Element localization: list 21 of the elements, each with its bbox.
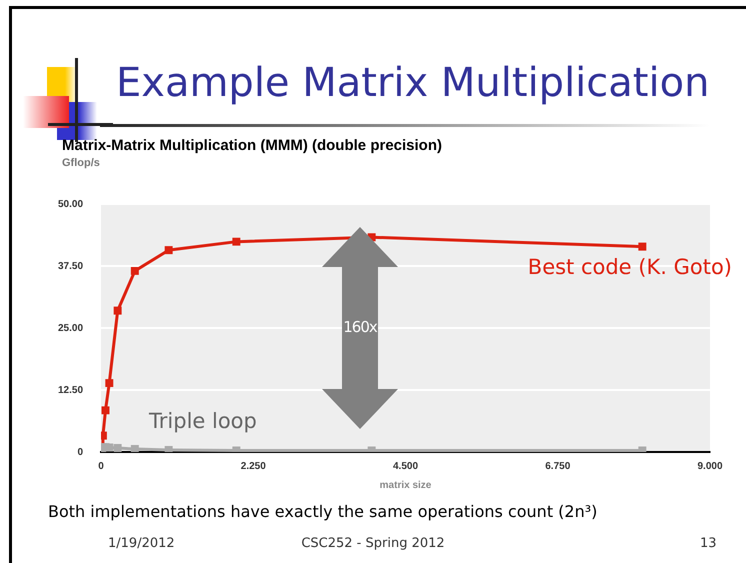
text: 13 [700, 536, 717, 551]
text: Both implementations have exactly the same operations count (2n³) [48, 502, 598, 521]
chart-subtitle: Matrix-Matrix Multiplication (MMM) (double precision) [62, 137, 442, 154]
x-tick-label: 4.500 [392, 460, 418, 472]
series-label: Best code (K. Goto) [528, 255, 732, 280]
x-axis-title: matrix size [380, 480, 432, 491]
x-tick-label: 9.000 [697, 460, 723, 472]
x-tick-label: 0 [98, 460, 104, 472]
chart-title: Example Matrix Multiplication [116, 60, 710, 106]
x-tick-label: 2.250 [240, 460, 266, 472]
text: 1/19/2012 [108, 536, 175, 551]
y-tick-label: 50.00 [58, 198, 84, 210]
y-axis-title: Gflop/s [62, 157, 100, 169]
text: CSC252 - Spring 2012 [301, 536, 445, 551]
annotation: 160x [342, 318, 378, 336]
y-tick-label: 25.00 [58, 322, 84, 334]
y-tick-label: 37.50 [58, 260, 84, 272]
y-tick-label: 12.50 [58, 384, 84, 396]
y-tick-label: 0 [77, 446, 84, 458]
series-label: Triple loop [148, 408, 257, 433]
x-tick-label: 6.750 [545, 460, 571, 472]
